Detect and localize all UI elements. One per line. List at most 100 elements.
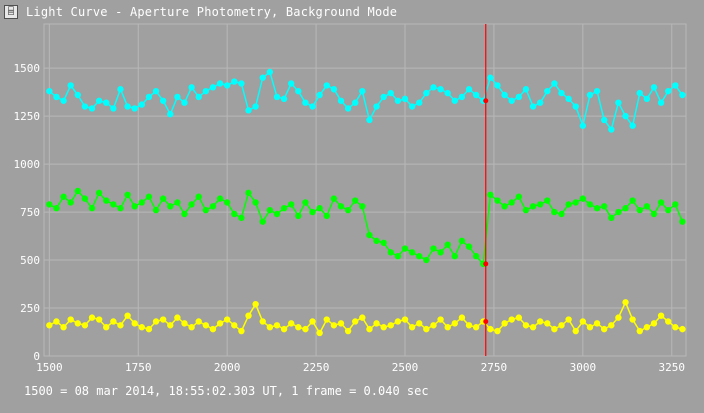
data-point [558,322,565,329]
data-point [536,201,544,208]
x-tick-label: 3000 [570,361,597,374]
data-point [565,95,572,103]
data-point [152,87,160,95]
data-point [145,193,153,200]
data-point [81,322,89,329]
data-point [124,103,131,110]
data-point [95,189,103,197]
data-point [159,97,167,104]
data-point [344,105,352,112]
data-point [622,299,629,306]
data-point [259,74,266,81]
data-point [366,231,373,239]
x-tick-label: 2750 [481,361,508,374]
data-point [536,318,544,325]
data-point [401,95,409,103]
data-point [458,237,466,245]
data-point [629,197,636,204]
data-point [88,105,96,112]
data-point [408,103,416,110]
data-point [188,324,195,331]
data-point [465,86,473,93]
time-cursor [483,24,489,356]
data-point [202,87,210,95]
data-point [622,112,629,120]
data-point [487,191,494,198]
data-point [458,314,466,321]
data-point [593,320,601,327]
window-title: Light Curve - Aperture Photometry, Backg… [26,5,398,19]
data-point [408,324,416,331]
data-point [188,84,195,91]
data-point [600,203,608,210]
data-point [615,99,622,106]
data-point [266,68,274,76]
series-3 [46,299,686,337]
data-point [280,95,288,103]
data-point [238,214,245,222]
data-point [387,249,394,256]
data-point [167,322,174,329]
x-tick-label: 2000 [214,361,241,374]
data-point [494,327,501,335]
data-point [522,206,530,214]
data-point [67,199,74,206]
data-point [558,210,565,218]
x-tick-label: 2500 [392,361,419,374]
data-point [74,320,81,327]
data-point [579,318,587,325]
data-point [209,325,217,333]
data-point [472,253,480,260]
data-point [458,93,466,101]
data-point [252,103,259,110]
data-point [586,201,594,208]
data-point [81,195,89,202]
data-point [672,324,679,331]
series-2 [46,187,686,268]
data-point [444,241,451,248]
data-point [188,201,195,208]
data-point [202,322,210,329]
data-point [309,208,316,216]
data-point [330,322,338,329]
data-point [209,84,217,91]
data-point [67,316,74,323]
data-point [494,197,501,204]
data-point [373,103,380,110]
y-tick-label: 1250 [14,110,41,123]
title-bar: ⌸ Light Curve - Aperture Photometry, Bac… [0,0,704,24]
data-point [138,199,146,206]
data-point [273,210,281,218]
data-point [465,322,473,329]
data-point [665,318,672,325]
data-point [95,97,103,104]
data-point [629,316,636,323]
data-point [416,99,423,106]
data-point [650,320,658,327]
data-point [643,324,651,331]
data-point [295,212,302,220]
data-point [472,91,480,99]
data-point [223,199,231,206]
data-point [181,320,188,327]
y-tick-label: 500 [20,254,40,267]
data-point [46,322,53,329]
data-point [309,318,316,325]
light-curve-app-icon[interactable]: ⌸ [4,5,18,19]
data-point [344,206,352,214]
data-point [501,203,508,210]
data-point [103,324,110,331]
data-point [508,199,515,206]
data-point [103,99,110,106]
data-point [344,327,352,335]
data-point [323,212,330,220]
data-point [572,199,579,206]
data-point [117,205,124,212]
data-point [401,245,409,252]
data-point [437,316,444,323]
data-point [245,189,252,197]
data-points [46,68,686,337]
data-point [522,322,530,329]
